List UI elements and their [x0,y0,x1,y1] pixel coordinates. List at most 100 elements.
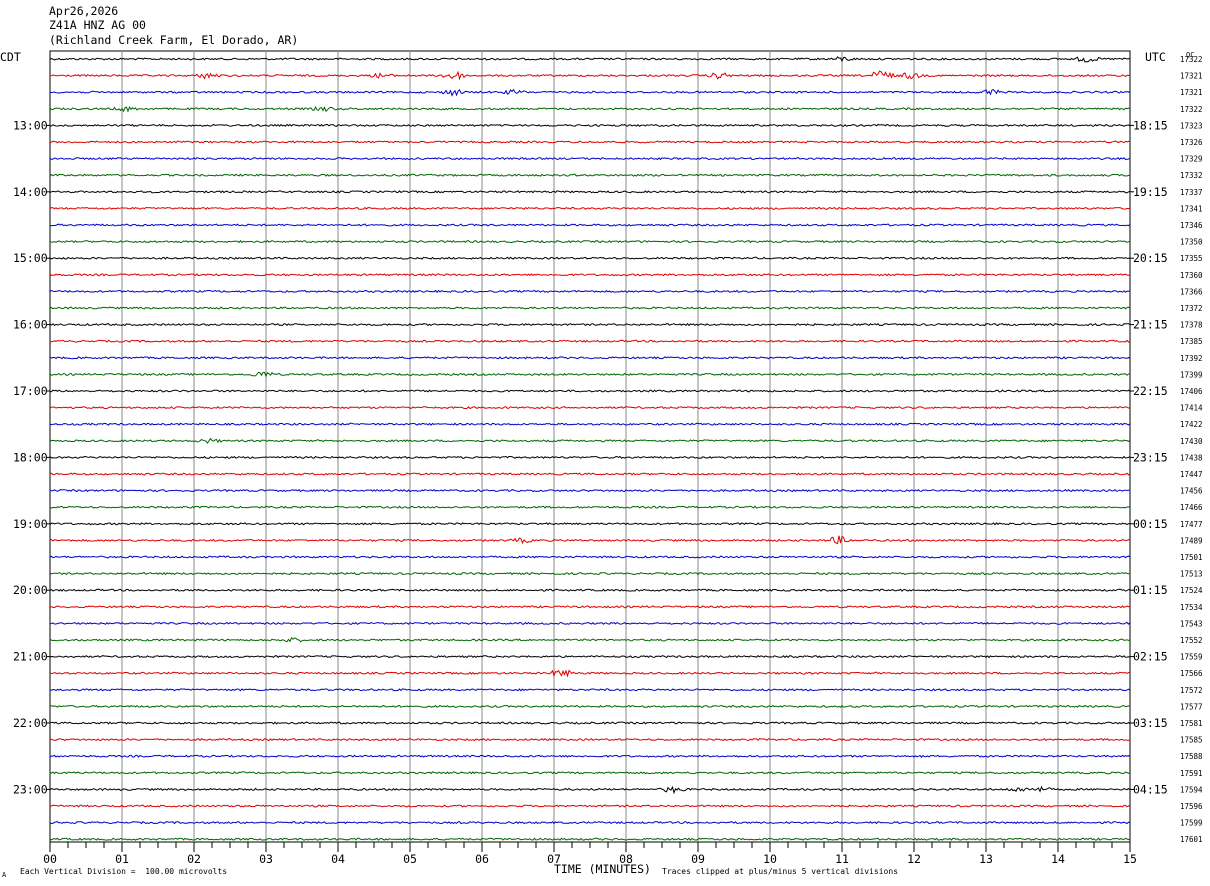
trace-count-label: 17337 [1180,188,1203,197]
trace-count-label: 17329 [1180,155,1203,164]
trace-count-label: 17355 [1180,254,1203,263]
seismic-trace [50,605,1131,609]
seismic-trace [49,289,1131,294]
seismic-trace [49,588,1130,592]
cdt-hour-label: 13:00 [13,118,48,132]
seismic-trace [49,737,1131,742]
station-channel: Z41A HNZ AG 00 [49,18,146,32]
seismic-trace [49,820,1131,825]
trace-count-label: 17524 [1180,586,1203,595]
seismic-trace [49,804,1131,808]
x-tick-label: 07 [547,852,561,866]
trace-count-label: 17322 [1180,55,1203,64]
trace-count-label: 17552 [1180,636,1203,645]
cdt-hour-label: 17:00 [13,384,48,398]
seismic-trace [49,555,1131,559]
x-tick-label: 05 [403,852,417,866]
seismic-trace [49,636,1131,643]
left-timezone-label: CDT [0,50,21,64]
trace-count-label: 17366 [1180,287,1203,296]
x-tick-label: 13 [979,852,993,866]
seismic-trace [49,771,1131,775]
utc-hour-label: 18:15 [1133,118,1168,132]
seismic-trace [50,88,1131,97]
utc-hour-label: 03:15 [1133,716,1168,730]
x-tick-label: 08 [619,852,633,866]
seismic-trace [49,70,1131,81]
trace-count-label: 17332 [1180,171,1203,180]
seismic-trace [49,56,1131,63]
trace-count-label: 17323 [1180,121,1203,130]
trace-count-label: 17543 [1180,619,1203,628]
x-tick-label: 03 [259,852,273,866]
trace-count-label: 17566 [1180,669,1203,678]
trace-count-label: 17322 [1180,105,1203,114]
trace-count-label: 17501 [1180,553,1203,562]
utc-hour-label: 21:15 [1133,318,1168,332]
seismic-trace [49,156,1131,161]
seismic-trace [49,422,1131,426]
utc-hour-label: 02:15 [1133,650,1168,664]
seismic-trace [49,455,1131,459]
trace-count-label: 17577 [1180,702,1203,711]
clip-note: Traces clipped at plus/minus 5 vertical … [662,867,899,876]
trace-count-label: 17559 [1180,653,1203,662]
x-tick-label: 10 [763,852,777,866]
trace-count-label: 17477 [1180,520,1203,529]
seismic-trace [49,669,1131,678]
trace-count-label: 17406 [1180,387,1203,396]
trace-count-label: 17581 [1180,719,1203,728]
x-tick-label: 09 [691,852,705,866]
trace-count-label: 17447 [1180,470,1203,479]
seismic-trace [49,356,1131,360]
trace-count-label: 17596 [1180,802,1203,811]
trace-count-label: 17430 [1180,437,1203,446]
trace-count-label: 17385 [1180,337,1203,346]
seismic-trace [49,406,1131,410]
seismic-trace [49,535,1131,545]
seismic-trace [49,371,1130,378]
seismic-trace [49,837,1131,841]
cdt-hour-label: 22:00 [13,716,48,730]
seismic-trace [49,306,1131,310]
seismic-trace [49,522,1131,526]
utc-hour-label: 20:15 [1133,251,1168,265]
cdt-hour-label: 23:00 [13,782,48,796]
seismic-trace [49,322,1131,327]
seismic-trace [49,339,1131,343]
x-tick-label: 04 [331,852,345,866]
trace-count-label: 17372 [1180,304,1203,313]
x-tick-label: 01 [115,852,129,866]
seismic-trace [49,140,1131,144]
seismic-trace [49,472,1131,476]
trace-count-label: 17588 [1180,752,1203,761]
qc-label: QC [1186,51,1195,59]
trace-count-label: 17489 [1180,536,1203,545]
seismic-trace [49,239,1131,244]
seismic-trace [49,190,1131,194]
x-tick-label: 14 [1051,852,1065,866]
x-tick-label: 15 [1123,852,1137,866]
seismic-trace [49,173,1131,177]
x-axis-title: TIME (MINUTES) [554,862,651,876]
trace-count-label: 17456 [1180,487,1203,496]
utc-hour-label: 04:15 [1133,782,1168,796]
trace-count-label: 17341 [1180,204,1203,213]
trace-count-label: 17399 [1180,370,1203,379]
x-tick-label: 02 [187,852,201,866]
cdt-hour-label: 16:00 [13,318,48,332]
utc-hour-label: 19:15 [1133,185,1168,199]
corner-mark: A [2,871,7,879]
record-date: Apr26,2026 [49,4,119,18]
seismic-trace [49,389,1131,393]
x-tick-label: 06 [475,852,489,866]
utc-hour-label: 22:15 [1133,384,1168,398]
trace-count-label: 17591 [1180,769,1203,778]
trace-count-label: 17326 [1180,138,1203,147]
x-tick-label: 12 [907,852,921,866]
trace-count-label: 17422 [1180,420,1203,429]
x-tick-label: 11 [835,852,849,866]
trace-count-label: 17360 [1180,271,1203,280]
trace-count-label: 17350 [1180,238,1203,247]
trace-count-label: 17585 [1180,736,1203,745]
